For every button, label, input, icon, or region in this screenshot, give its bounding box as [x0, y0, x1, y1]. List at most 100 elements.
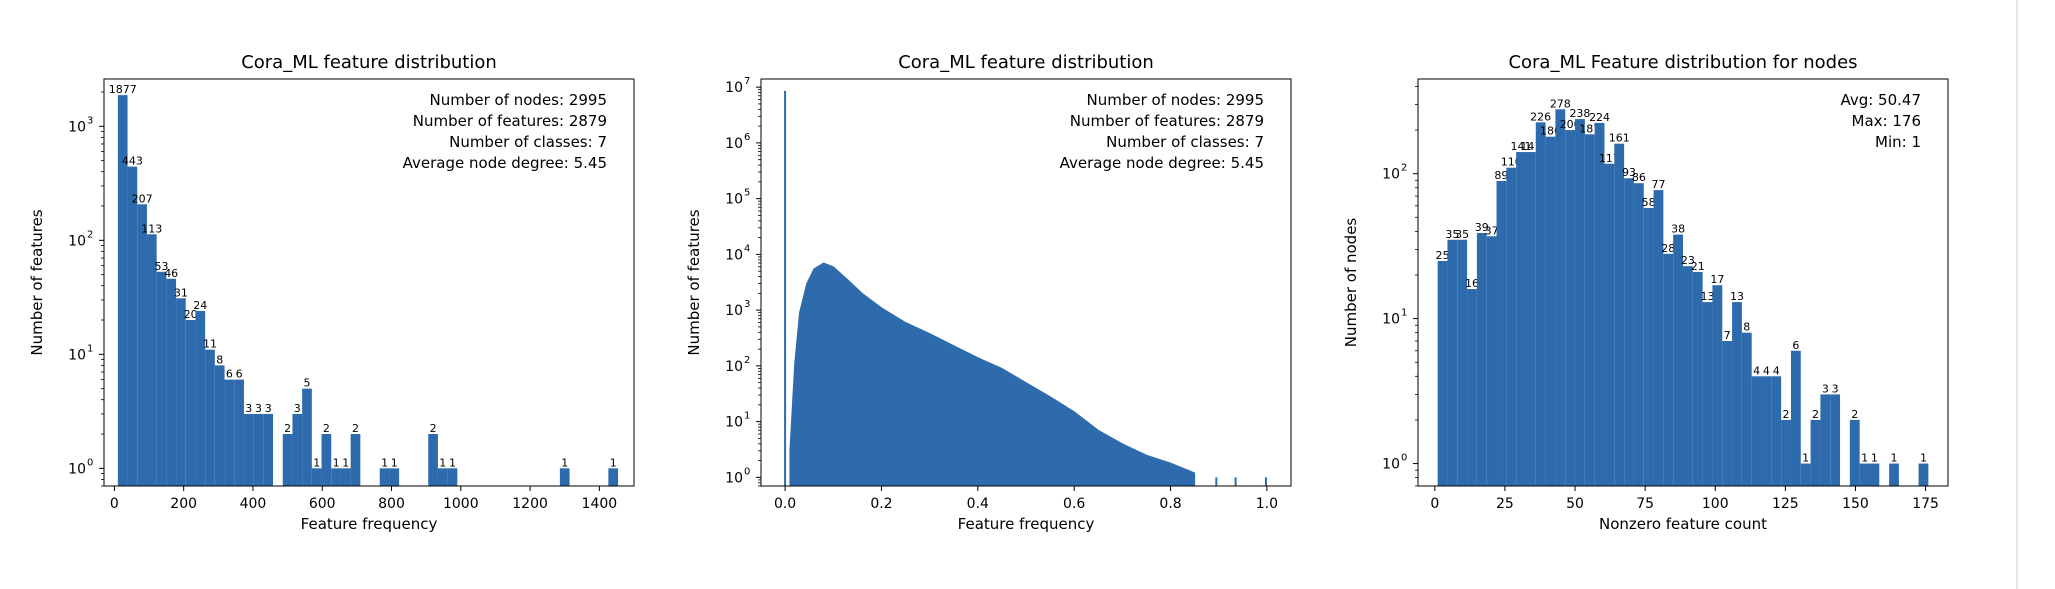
histogram-bar — [1467, 289, 1477, 486]
histogram-bar — [214, 365, 225, 486]
y-tick-base: 10 — [68, 347, 86, 363]
y-tick-exponent: 3 — [87, 115, 93, 126]
stats-annotation-line: Average node degree: 5.45 — [1060, 154, 1264, 172]
x-tick-label: 1.0 — [1256, 496, 1278, 512]
y-axis-label: Number of nodes — [1342, 218, 1360, 348]
chart-panel-middle: 0.0 0.2 0.4 0.6 0.8 1.010 010 110 210 310 410 510 61… — [685, 52, 1292, 533]
bar-value-label: 3 — [245, 402, 252, 415]
histogram-bar — [1683, 266, 1693, 486]
bar-value-label: 38 — [1671, 223, 1685, 236]
bar-value-label: 1 — [1861, 452, 1868, 465]
bar-value-label: 8 — [216, 353, 223, 366]
histogram-bar — [1604, 163, 1615, 487]
histogram-bar — [1516, 152, 1526, 486]
y-tick-exponent: 4 — [744, 243, 750, 254]
stats-annotation-line: Number of classes: 7 — [1106, 133, 1264, 151]
stats-annotation-line: Avg: 50.47 — [1840, 91, 1921, 109]
x-tick-label: 150 — [1842, 496, 1869, 512]
y-tick-base: 10 — [1382, 312, 1400, 328]
histogram-bar — [1869, 463, 1880, 486]
y-tick-exponent: 0 — [1401, 453, 1407, 464]
x-tick-label: 0.2 — [870, 496, 892, 512]
y-tick-base: 10 — [725, 415, 743, 431]
histogram-bar — [1741, 332, 1752, 486]
bar-value-label: 6 — [1792, 339, 1799, 352]
chart-title: Cora_ML feature distribution — [898, 52, 1154, 73]
y-tick-label: 10 1 — [725, 411, 750, 431]
stats-annotation-line: Number of features: 2879 — [413, 112, 607, 130]
y-tick-label: 10 2 — [68, 229, 93, 249]
y-tick-label: 10 3 — [68, 115, 93, 135]
axes-frame — [1417, 78, 1949, 487]
histogram-bar — [205, 349, 215, 486]
bar-value-label: 13 — [1701, 290, 1715, 303]
y-tick-base: 10 — [725, 247, 743, 263]
bar-value-label: 3 — [265, 402, 272, 415]
bar-value-label: 4 — [1753, 364, 1760, 377]
y-tick-label: 10 0 — [68, 457, 93, 477]
bar-value-label: 2 — [284, 422, 291, 435]
bar-value-label: 6 — [226, 368, 233, 381]
histogram-bar — [1555, 109, 1566, 486]
bar-value-label: 1 — [313, 456, 320, 469]
y-tick-exponent: 5 — [744, 188, 750, 199]
histogram-bar — [127, 166, 138, 486]
histogram-bar — [1486, 236, 1497, 486]
bar-value-label: 113 — [141, 222, 162, 235]
bar-value-label: 5 — [303, 377, 310, 390]
bar-value-label: 35 — [1445, 228, 1459, 241]
x-tick-label: 125 — [1772, 496, 1799, 512]
bar-value-label: 1 — [449, 456, 456, 469]
histogram-bar — [1437, 260, 1448, 486]
histogram-bar — [1575, 119, 1585, 486]
histogram-bar — [146, 234, 157, 486]
bar-value-label: 1877 — [109, 83, 137, 96]
x-tick-label: 0.4 — [967, 496, 989, 512]
histogram-bar — [1535, 122, 1546, 486]
x-tick-label: 800 — [378, 496, 405, 512]
histogram-bar — [1565, 130, 1576, 486]
bar-value-label: 1 — [610, 456, 617, 469]
histogram-bar — [302, 388, 312, 486]
x-tick-label: 0.8 — [1159, 496, 1181, 512]
bar-value-label: 1 — [391, 456, 398, 469]
histogram-bar — [1643, 207, 1654, 486]
bar-value-label: 226 — [1530, 110, 1551, 123]
bar-value-label: 1 — [381, 456, 388, 469]
bar-value-label: 141 — [1511, 140, 1532, 153]
bar-value-label: 86 — [1632, 171, 1646, 184]
y-tick-label: 10 3 — [725, 299, 750, 319]
histogram-bar — [166, 278, 177, 486]
histogram-bar — [1820, 394, 1831, 486]
x-tick-label: 75 — [1636, 496, 1654, 512]
y-tick-exponent: 2 — [87, 229, 93, 240]
bar-value-label: 16 — [1465, 277, 1479, 290]
x-tick-label: 400 — [240, 496, 267, 512]
bar-value-label: 443 — [122, 155, 143, 168]
histogram-bar — [195, 310, 206, 486]
y-tick-label: 10 1 — [1382, 308, 1407, 328]
histogram-bar — [234, 379, 244, 486]
histogram-bar — [447, 468, 458, 486]
x-axis-label: Feature frequency — [301, 515, 438, 533]
bar-value-label: 58 — [1642, 196, 1656, 209]
histogram-bar — [1633, 183, 1644, 486]
histogram-tail-bar — [1215, 477, 1218, 486]
histogram-bar — [1771, 376, 1782, 486]
x-tick-label: 1400 — [582, 496, 618, 512]
histogram-bar — [437, 468, 448, 486]
histogram-bar — [224, 379, 235, 486]
y-tick-label: 10 5 — [725, 188, 750, 208]
histogram-bar — [117, 95, 128, 486]
axes-frame — [103, 78, 635, 487]
bar-value-label: 4 — [1763, 364, 1770, 377]
bar-value-label: 1 — [1891, 452, 1898, 465]
histogram-bar — [1673, 234, 1683, 486]
x-tick-label: 25 — [1496, 496, 1514, 512]
x-tick-label: 0.6 — [1063, 496, 1085, 512]
stats-annotation-line: Number of nodes: 2995 — [430, 91, 608, 109]
axes-frame — [760, 78, 1292, 487]
y-tick-exponent: 1 — [87, 343, 93, 354]
y-tick-exponent: 0 — [87, 457, 93, 468]
